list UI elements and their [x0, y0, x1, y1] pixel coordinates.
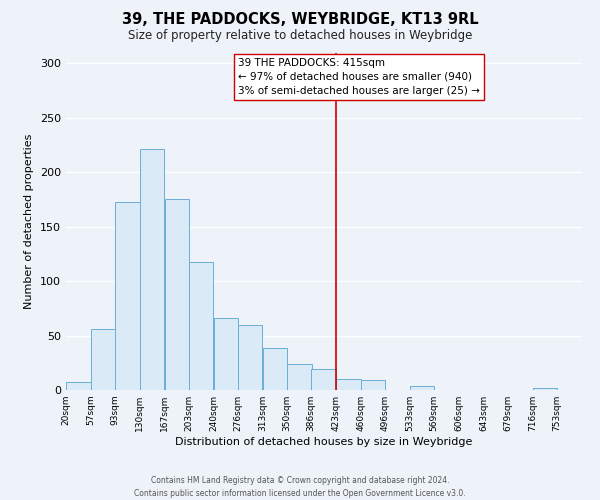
Bar: [287, 364, 312, 390]
Text: Size of property relative to detached houses in Weybridge: Size of property relative to detached ho…: [128, 29, 472, 42]
Bar: [263, 348, 287, 390]
Text: 39 THE PADDOCKS: 415sqm
← 97% of detached houses are smaller (940)
3% of semi-de: 39 THE PADDOCKS: 415sqm ← 97% of detache…: [238, 58, 480, 96]
Bar: [361, 380, 385, 390]
Bar: [311, 370, 336, 390]
Text: Contains HM Land Registry data © Crown copyright and database right 2024.
Contai: Contains HM Land Registry data © Crown c…: [134, 476, 466, 498]
Bar: [410, 386, 434, 390]
Bar: [91, 329, 115, 390]
Bar: [336, 379, 361, 390]
Text: 39, THE PADDOCKS, WEYBRIDGE, KT13 9RL: 39, THE PADDOCKS, WEYBRIDGE, KT13 9RL: [122, 12, 478, 28]
Bar: [238, 324, 262, 390]
Bar: [164, 200, 189, 390]
Bar: [189, 262, 213, 390]
Bar: [66, 382, 91, 390]
Y-axis label: Number of detached properties: Number of detached properties: [25, 134, 34, 309]
X-axis label: Distribution of detached houses by size in Weybridge: Distribution of detached houses by size …: [175, 437, 473, 447]
Bar: [140, 150, 164, 390]
Bar: [214, 318, 238, 390]
Bar: [533, 388, 557, 390]
Bar: [115, 202, 140, 390]
